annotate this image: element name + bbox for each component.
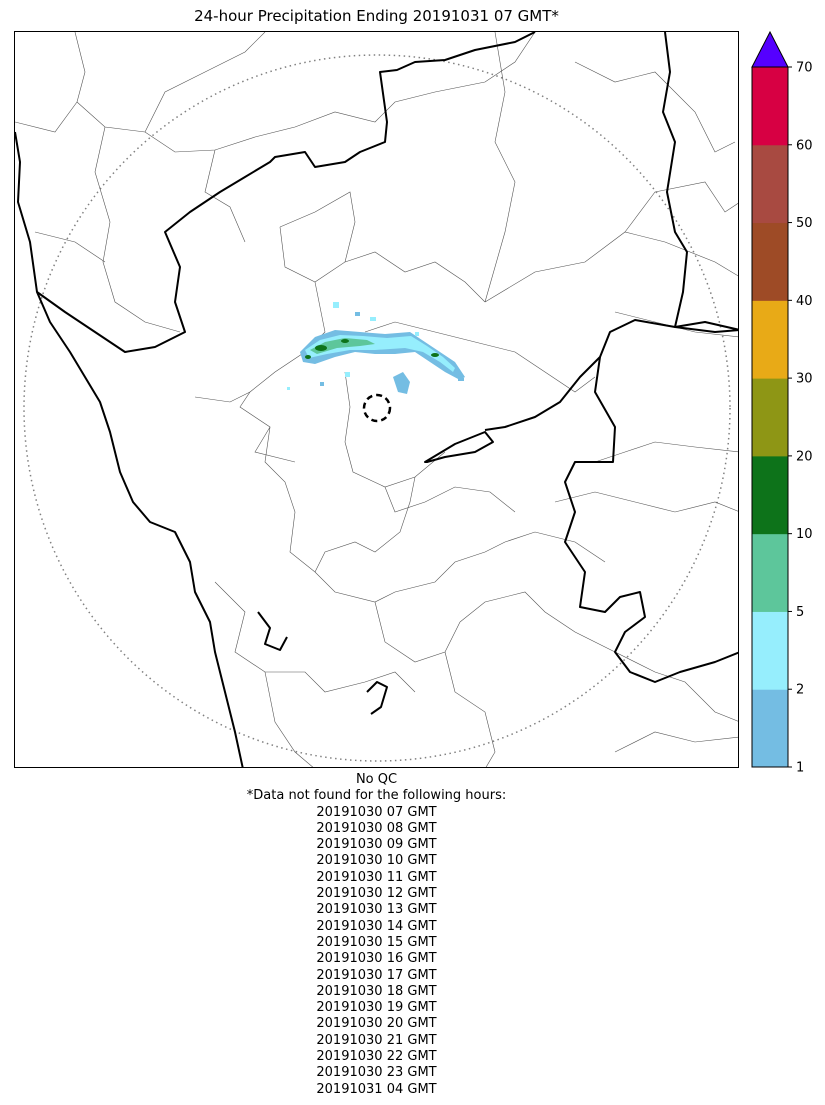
- colorbar-extend-arrow: [751, 30, 789, 68]
- map-title: 24-hour Precipitation Ending 20191031 07…: [194, 7, 559, 25]
- rain-speckle: [355, 312, 360, 316]
- missing-data-header: *Data not found for the following hours:: [246, 788, 507, 804]
- missing-hour-item: 20191030 07 GMT: [316, 804, 437, 820]
- rain-speckle: [370, 317, 376, 321]
- precipitation-colorbar: 1 2 5 10 20 30 40 50 60 70: [751, 30, 813, 776]
- data-notes: No QC *Data not found for the following …: [14, 772, 739, 1098]
- colorbar-band: [752, 67, 788, 146]
- colorbar-bands: [751, 30, 789, 768]
- colorbar-band: [752, 689, 788, 768]
- rain-cell-heavy-2: [341, 339, 349, 343]
- colorbar-band: [752, 378, 788, 457]
- rain-speckle: [415, 332, 419, 336]
- missing-hour-item: 20191030 08 GMT: [316, 820, 437, 836]
- colorbar-border: [751, 66, 789, 768]
- radar-site-marker: [362, 393, 392, 423]
- colorbar-tick-label: 30: [796, 372, 813, 387]
- missing-hour-item: 20191030 17 GMT: [316, 967, 437, 983]
- missing-hour-item: 20191030 19 GMT: [316, 1000, 437, 1016]
- precipitation-echoes: [287, 302, 465, 394]
- radar-range-ring: [23, 54, 731, 762]
- colorbar-band: [752, 611, 788, 690]
- rain-speckle: [345, 372, 350, 377]
- inland-border-south-1: [257, 611, 288, 651]
- missing-hour-item: 20191030 10 GMT: [316, 853, 437, 869]
- state-border-telangana: [484, 319, 738, 431]
- colorbar-band: [752, 455, 788, 535]
- missing-hours-list: 20191030 07 GMT 20191030 08 GMT 20191030 0…: [14, 805, 739, 1098]
- map-canvas: [15, 32, 738, 767]
- rain-band-main: [300, 330, 465, 380]
- state-border-east: [662, 32, 738, 333]
- rain-cell-heavy-4: [305, 355, 311, 359]
- missing-hour-item: 20191030 18 GMT: [316, 983, 437, 999]
- missing-hour-item: 20191030 20 GMT: [316, 1016, 437, 1032]
- colorbar-band: [752, 533, 788, 612]
- colorbar-tick-label: 40: [796, 294, 813, 309]
- rain-speckle: [287, 387, 290, 390]
- missing-hour-item: 20191030 23 GMT: [316, 1065, 437, 1081]
- missing-hour-item: 20191030 21 GMT: [316, 1032, 437, 1048]
- missing-hour-item: 20191030 15 GMT: [316, 934, 437, 950]
- colorbar-tick-label: 60: [796, 138, 813, 153]
- colorbar-band: [752, 144, 788, 224]
- missing-hour-item: 20191030 16 GMT: [316, 951, 437, 967]
- rain-cell-heavy-1: [315, 345, 327, 351]
- colorbar-tick-label: 50: [796, 216, 813, 231]
- missing-hour-item: 20191030 22 GMT: [316, 1049, 437, 1065]
- missing-hour-item: 20191030 09 GMT: [316, 837, 437, 853]
- missing-hour-item: 20191030 12 GMT: [316, 886, 437, 902]
- colorbar-tick-label: 1: [796, 761, 804, 776]
- rain-patch-south: [393, 372, 410, 394]
- qc-label: No QC: [355, 772, 398, 787]
- inland-border-segment: [424, 431, 494, 463]
- colorbar-tick-label: 10: [796, 527, 813, 542]
- colorbar-band: [752, 300, 788, 379]
- missing-hour-item: 20191031 04 GMT: [316, 1081, 437, 1097]
- district-boundaries: [15, 32, 738, 767]
- missing-hour-item: 20191030 14 GMT: [316, 918, 437, 934]
- radar-map: [14, 31, 739, 768]
- state-border-north-west: [36, 32, 536, 353]
- state-border-south-east: [564, 356, 738, 683]
- inland-border-south-2: [366, 681, 388, 715]
- colorbar-tick-label: 2: [796, 683, 804, 698]
- colorbar-band: [752, 222, 788, 301]
- colorbar-ticks: 1 2 5 10 20 30 40 50 60 70: [788, 61, 813, 776]
- coastline: [15, 131, 244, 767]
- rain-speckle: [458, 378, 464, 381]
- rain-speckle: [320, 382, 324, 386]
- colorbar-tick-label: 5: [796, 605, 804, 620]
- missing-hour-item: 20191030 11 GMT: [316, 869, 437, 885]
- colorbar-tick-label: 70: [796, 61, 813, 76]
- missing-hour-item: 20191030 13 GMT: [316, 902, 437, 918]
- rain-speckle: [333, 302, 339, 308]
- colorbar-tick-label: 20: [796, 449, 813, 464]
- rain-cell-heavy-3: [431, 353, 439, 357]
- state-boundaries: [15, 32, 738, 767]
- rain-band-moderate: [310, 338, 375, 354]
